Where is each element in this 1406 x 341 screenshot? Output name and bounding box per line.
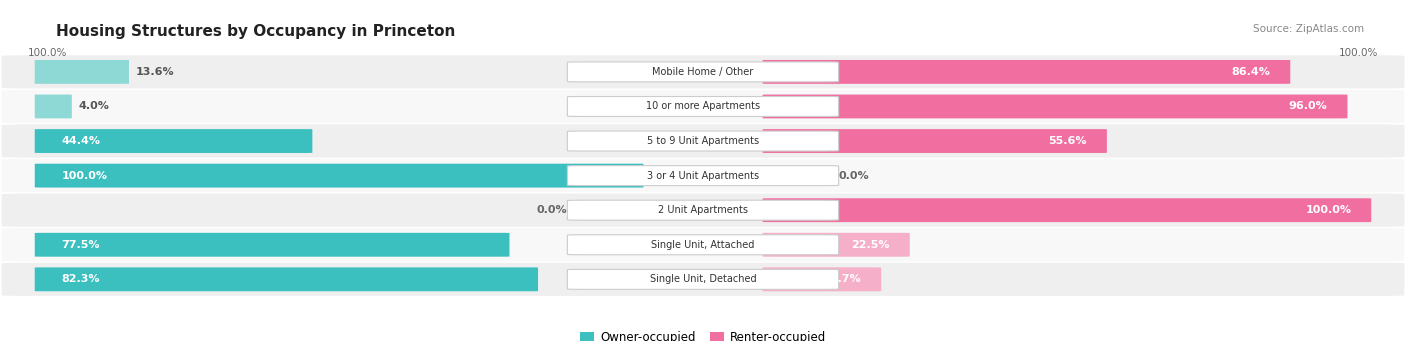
Text: 100.0%: 100.0% xyxy=(62,170,107,181)
Text: 86.4%: 86.4% xyxy=(1232,67,1271,77)
Text: 100.0%: 100.0% xyxy=(1339,48,1378,58)
FancyBboxPatch shape xyxy=(762,94,1347,118)
FancyBboxPatch shape xyxy=(568,235,838,255)
Text: 100.0%: 100.0% xyxy=(28,48,67,58)
Text: 3 or 4 Unit Apartments: 3 or 4 Unit Apartments xyxy=(647,170,759,181)
FancyBboxPatch shape xyxy=(762,129,1107,153)
Text: 5 to 9 Unit Apartments: 5 to 9 Unit Apartments xyxy=(647,136,759,146)
FancyBboxPatch shape xyxy=(1,90,1405,123)
Text: 77.5%: 77.5% xyxy=(62,240,100,250)
Text: Housing Structures by Occupancy in Princeton: Housing Structures by Occupancy in Princ… xyxy=(56,24,456,39)
FancyBboxPatch shape xyxy=(1,263,1405,296)
Text: Single Unit, Attached: Single Unit, Attached xyxy=(651,240,755,250)
Text: Single Unit, Detached: Single Unit, Detached xyxy=(650,275,756,284)
Text: 55.6%: 55.6% xyxy=(1049,136,1087,146)
FancyBboxPatch shape xyxy=(568,97,838,117)
Text: 4.0%: 4.0% xyxy=(79,102,110,112)
FancyBboxPatch shape xyxy=(35,129,312,153)
FancyBboxPatch shape xyxy=(1,124,1405,158)
Text: 2 Unit Apartments: 2 Unit Apartments xyxy=(658,205,748,215)
FancyBboxPatch shape xyxy=(1,228,1405,261)
Text: 44.4%: 44.4% xyxy=(62,136,100,146)
FancyBboxPatch shape xyxy=(35,94,72,118)
Text: 17.7%: 17.7% xyxy=(823,275,862,284)
Text: Source: ZipAtlas.com: Source: ZipAtlas.com xyxy=(1253,24,1364,34)
FancyBboxPatch shape xyxy=(762,60,1291,84)
FancyBboxPatch shape xyxy=(568,62,838,82)
Legend: Owner-occupied, Renter-occupied: Owner-occupied, Renter-occupied xyxy=(575,326,831,341)
FancyBboxPatch shape xyxy=(35,233,509,257)
FancyBboxPatch shape xyxy=(35,164,644,188)
Text: 82.3%: 82.3% xyxy=(62,275,100,284)
FancyBboxPatch shape xyxy=(1,159,1405,192)
Text: 100.0%: 100.0% xyxy=(1305,205,1351,215)
FancyBboxPatch shape xyxy=(35,267,538,291)
FancyBboxPatch shape xyxy=(762,198,1371,222)
Text: 10 or more Apartments: 10 or more Apartments xyxy=(645,102,761,112)
Text: 0.0%: 0.0% xyxy=(838,170,869,181)
Text: 0.0%: 0.0% xyxy=(537,205,568,215)
Text: 96.0%: 96.0% xyxy=(1289,102,1327,112)
FancyBboxPatch shape xyxy=(568,166,838,186)
FancyBboxPatch shape xyxy=(568,200,838,220)
Text: 22.5%: 22.5% xyxy=(852,240,890,250)
FancyBboxPatch shape xyxy=(762,267,882,291)
FancyBboxPatch shape xyxy=(35,60,129,84)
FancyBboxPatch shape xyxy=(762,233,910,257)
FancyBboxPatch shape xyxy=(568,269,838,289)
Text: Mobile Home / Other: Mobile Home / Other xyxy=(652,67,754,77)
Text: 13.6%: 13.6% xyxy=(135,67,174,77)
FancyBboxPatch shape xyxy=(1,55,1405,89)
FancyBboxPatch shape xyxy=(1,194,1405,227)
FancyBboxPatch shape xyxy=(568,131,838,151)
